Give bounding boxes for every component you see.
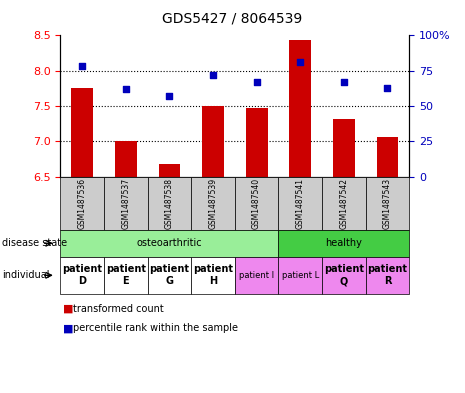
- Point: [166, 93, 173, 99]
- Bar: [333, 119, 355, 177]
- Text: GSM1487539: GSM1487539: [208, 178, 218, 229]
- Text: transformed count: transformed count: [73, 304, 164, 314]
- Bar: [246, 108, 267, 177]
- Text: disease state: disease state: [2, 238, 67, 248]
- Bar: [71, 88, 93, 177]
- Point: [384, 84, 391, 91]
- Text: osteoarthritic: osteoarthritic: [137, 238, 202, 248]
- Bar: [159, 164, 180, 177]
- Text: patient I: patient I: [239, 271, 274, 280]
- Text: GSM1487537: GSM1487537: [121, 178, 130, 229]
- Text: GSM1487540: GSM1487540: [252, 178, 261, 229]
- Text: patient
Q: patient Q: [324, 264, 364, 286]
- Text: patient
H: patient H: [193, 264, 233, 286]
- Text: patient
E: patient E: [106, 264, 146, 286]
- Text: patient
R: patient R: [367, 264, 407, 286]
- Text: GSM1487541: GSM1487541: [296, 178, 305, 229]
- Text: ■: ■: [63, 304, 73, 314]
- Text: percentile rank within the sample: percentile rank within the sample: [73, 323, 239, 333]
- Bar: [115, 141, 137, 177]
- Point: [79, 63, 86, 70]
- Bar: [202, 106, 224, 177]
- Text: GSM1487536: GSM1487536: [78, 178, 87, 229]
- Text: healthy: healthy: [326, 238, 362, 248]
- Point: [340, 79, 347, 85]
- Point: [297, 59, 304, 65]
- Text: patient
G: patient G: [149, 264, 189, 286]
- Bar: [377, 136, 399, 177]
- Text: patient
D: patient D: [62, 264, 102, 286]
- Text: individual: individual: [2, 270, 50, 280]
- Bar: [289, 40, 311, 177]
- Text: ■: ■: [63, 323, 73, 333]
- Point: [122, 86, 130, 92]
- Text: GSM1487542: GSM1487542: [339, 178, 348, 229]
- Point: [209, 72, 217, 78]
- Text: GDS5427 / 8064539: GDS5427 / 8064539: [162, 12, 303, 26]
- Text: patient L: patient L: [282, 271, 319, 280]
- Text: GSM1487538: GSM1487538: [165, 178, 174, 229]
- Text: GSM1487543: GSM1487543: [383, 178, 392, 229]
- Point: [253, 79, 260, 85]
